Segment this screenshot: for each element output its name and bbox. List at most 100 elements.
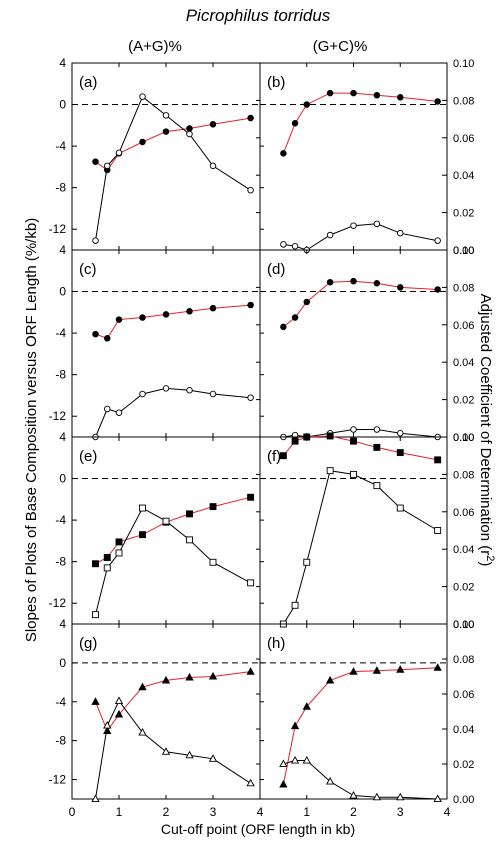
slope-tick-label: 0	[59, 472, 66, 486]
panel-a: (a) 4 0 -4 -8 -12	[49, 56, 261, 251]
r2-data-point	[115, 549, 123, 557]
slope-data-point	[396, 449, 404, 457]
slope-data-point	[91, 697, 100, 705]
slope-data-point	[326, 89, 334, 97]
r2-series-line	[282, 470, 438, 625]
panel-label: (a)	[79, 74, 97, 91]
r2-tick-label: 0.10	[453, 58, 474, 70]
slope-data-point	[350, 437, 357, 445]
slope-tick-label: 0	[59, 656, 66, 670]
r2-tick-label: 0.04	[453, 544, 474, 556]
slope-data-point	[326, 432, 334, 440]
slope-data-point	[247, 114, 254, 122]
slope-tick-label: -8	[55, 734, 66, 748]
panel-c: (c) 4 0 -4 -8 -12	[49, 243, 261, 441]
slope-data-point	[302, 702, 311, 710]
slope-data-point	[92, 158, 99, 165]
slope-data-point	[115, 316, 123, 323]
right-axis-label-tail: )	[477, 561, 494, 566]
r2-tick-label: 0.00	[453, 794, 474, 806]
r2-data-point	[247, 579, 255, 587]
r2-tick-label: 0.02	[453, 395, 474, 407]
slope-data-point	[279, 452, 287, 460]
slope-data-point	[396, 665, 405, 673]
slope-data-point	[434, 456, 442, 464]
r2-tick-label: 0.10	[453, 619, 474, 631]
x-tick-label: 2	[163, 805, 170, 819]
slope-data-point	[326, 278, 334, 286]
slope-data-point	[291, 437, 299, 445]
r2-series-line	[95, 95, 251, 241]
panel-frame	[259, 623, 448, 800]
slope-data-point	[349, 667, 358, 675]
panel-b: (b) 0.10 0.08 0.06 0.04 0.02 0.00	[259, 58, 474, 257]
r2-tick-label: 0.08	[453, 654, 474, 666]
slope-data-point	[139, 138, 146, 146]
column-title-right: (G+C)%	[313, 38, 368, 55]
r2-data-point	[350, 222, 357, 229]
panel-g: (g) 0 1 2 3 4 4 0 -4 -8 -12	[49, 617, 264, 819]
right-axis-label: Adjusted Coefficient of Determination (r…	[477, 294, 496, 567]
r2-tick-label: 0.00	[453, 619, 474, 631]
r2-data-point	[373, 220, 381, 228]
r2-tick-label: 0.08	[453, 469, 474, 481]
r2-tick-label: 0.02	[453, 208, 474, 220]
r2-series-line	[95, 507, 251, 615]
r2-data-point	[291, 243, 299, 250]
slope-data-point	[433, 663, 442, 671]
slope-data-point	[186, 308, 193, 315]
x-tick-label: 3	[397, 805, 404, 819]
slope-data-point	[208, 671, 218, 680]
slope-series-line	[282, 92, 438, 154]
slope-data-point	[291, 120, 299, 127]
r2-data-point	[161, 747, 171, 755]
slope-data-point	[303, 298, 311, 306]
slope-tick-label: 0	[59, 98, 66, 112]
slope-data-point	[246, 667, 255, 675]
panel-e: (e) 4 0 -4 -8 -12	[49, 430, 261, 625]
slope-tick-label: 4	[59, 56, 66, 70]
slope-tick-label: -8	[55, 555, 66, 569]
slope-data-point	[397, 284, 404, 291]
r2-data-point	[434, 527, 442, 534]
slope-tick-label: 4	[59, 430, 66, 444]
r2-data-point	[280, 241, 287, 248]
slope-tick-label: -12	[49, 596, 67, 610]
slope-tick-label: -4	[55, 326, 66, 340]
r2-data-point	[247, 186, 254, 194]
r2-data-point	[162, 385, 170, 392]
r2-series-line	[95, 700, 251, 800]
x-tick-label: 1	[303, 805, 310, 819]
r2-data-point	[103, 162, 111, 170]
slope-tick-label: 4	[59, 617, 66, 631]
x-tick-label: 2	[350, 805, 357, 819]
slope-tick-label: -8	[55, 368, 66, 382]
r2-data-point	[186, 130, 193, 138]
r2-data-point	[114, 696, 124, 705]
slope-data-point	[92, 330, 99, 338]
r2-data-point	[103, 405, 111, 413]
slope-data-point	[139, 314, 146, 321]
x-tick-label: 4	[444, 805, 451, 819]
column-title-left: (A+G)%	[128, 38, 182, 55]
r2-data-point	[396, 792, 405, 801]
r2-data-point	[303, 558, 311, 566]
slope-tick-label: -12	[49, 773, 67, 787]
r2-data-point	[91, 794, 100, 803]
r2-tick-label: 0.06	[453, 320, 474, 332]
slope-data-point	[162, 311, 170, 318]
r2-data-point	[279, 759, 288, 768]
slope-data-point	[103, 554, 111, 561]
slope-data-point	[373, 91, 381, 99]
r2-data-point	[92, 237, 99, 244]
panel-label: (f)	[267, 448, 281, 465]
r2-data-point	[326, 231, 334, 239]
slope-series-line	[282, 667, 438, 785]
slope-data-point	[209, 304, 217, 312]
panel-frame	[71, 62, 261, 251]
r2-data-point	[103, 564, 111, 572]
r2-data-point	[434, 237, 441, 244]
panel-frame	[71, 249, 261, 438]
slope-tick-label: 0	[59, 285, 66, 299]
